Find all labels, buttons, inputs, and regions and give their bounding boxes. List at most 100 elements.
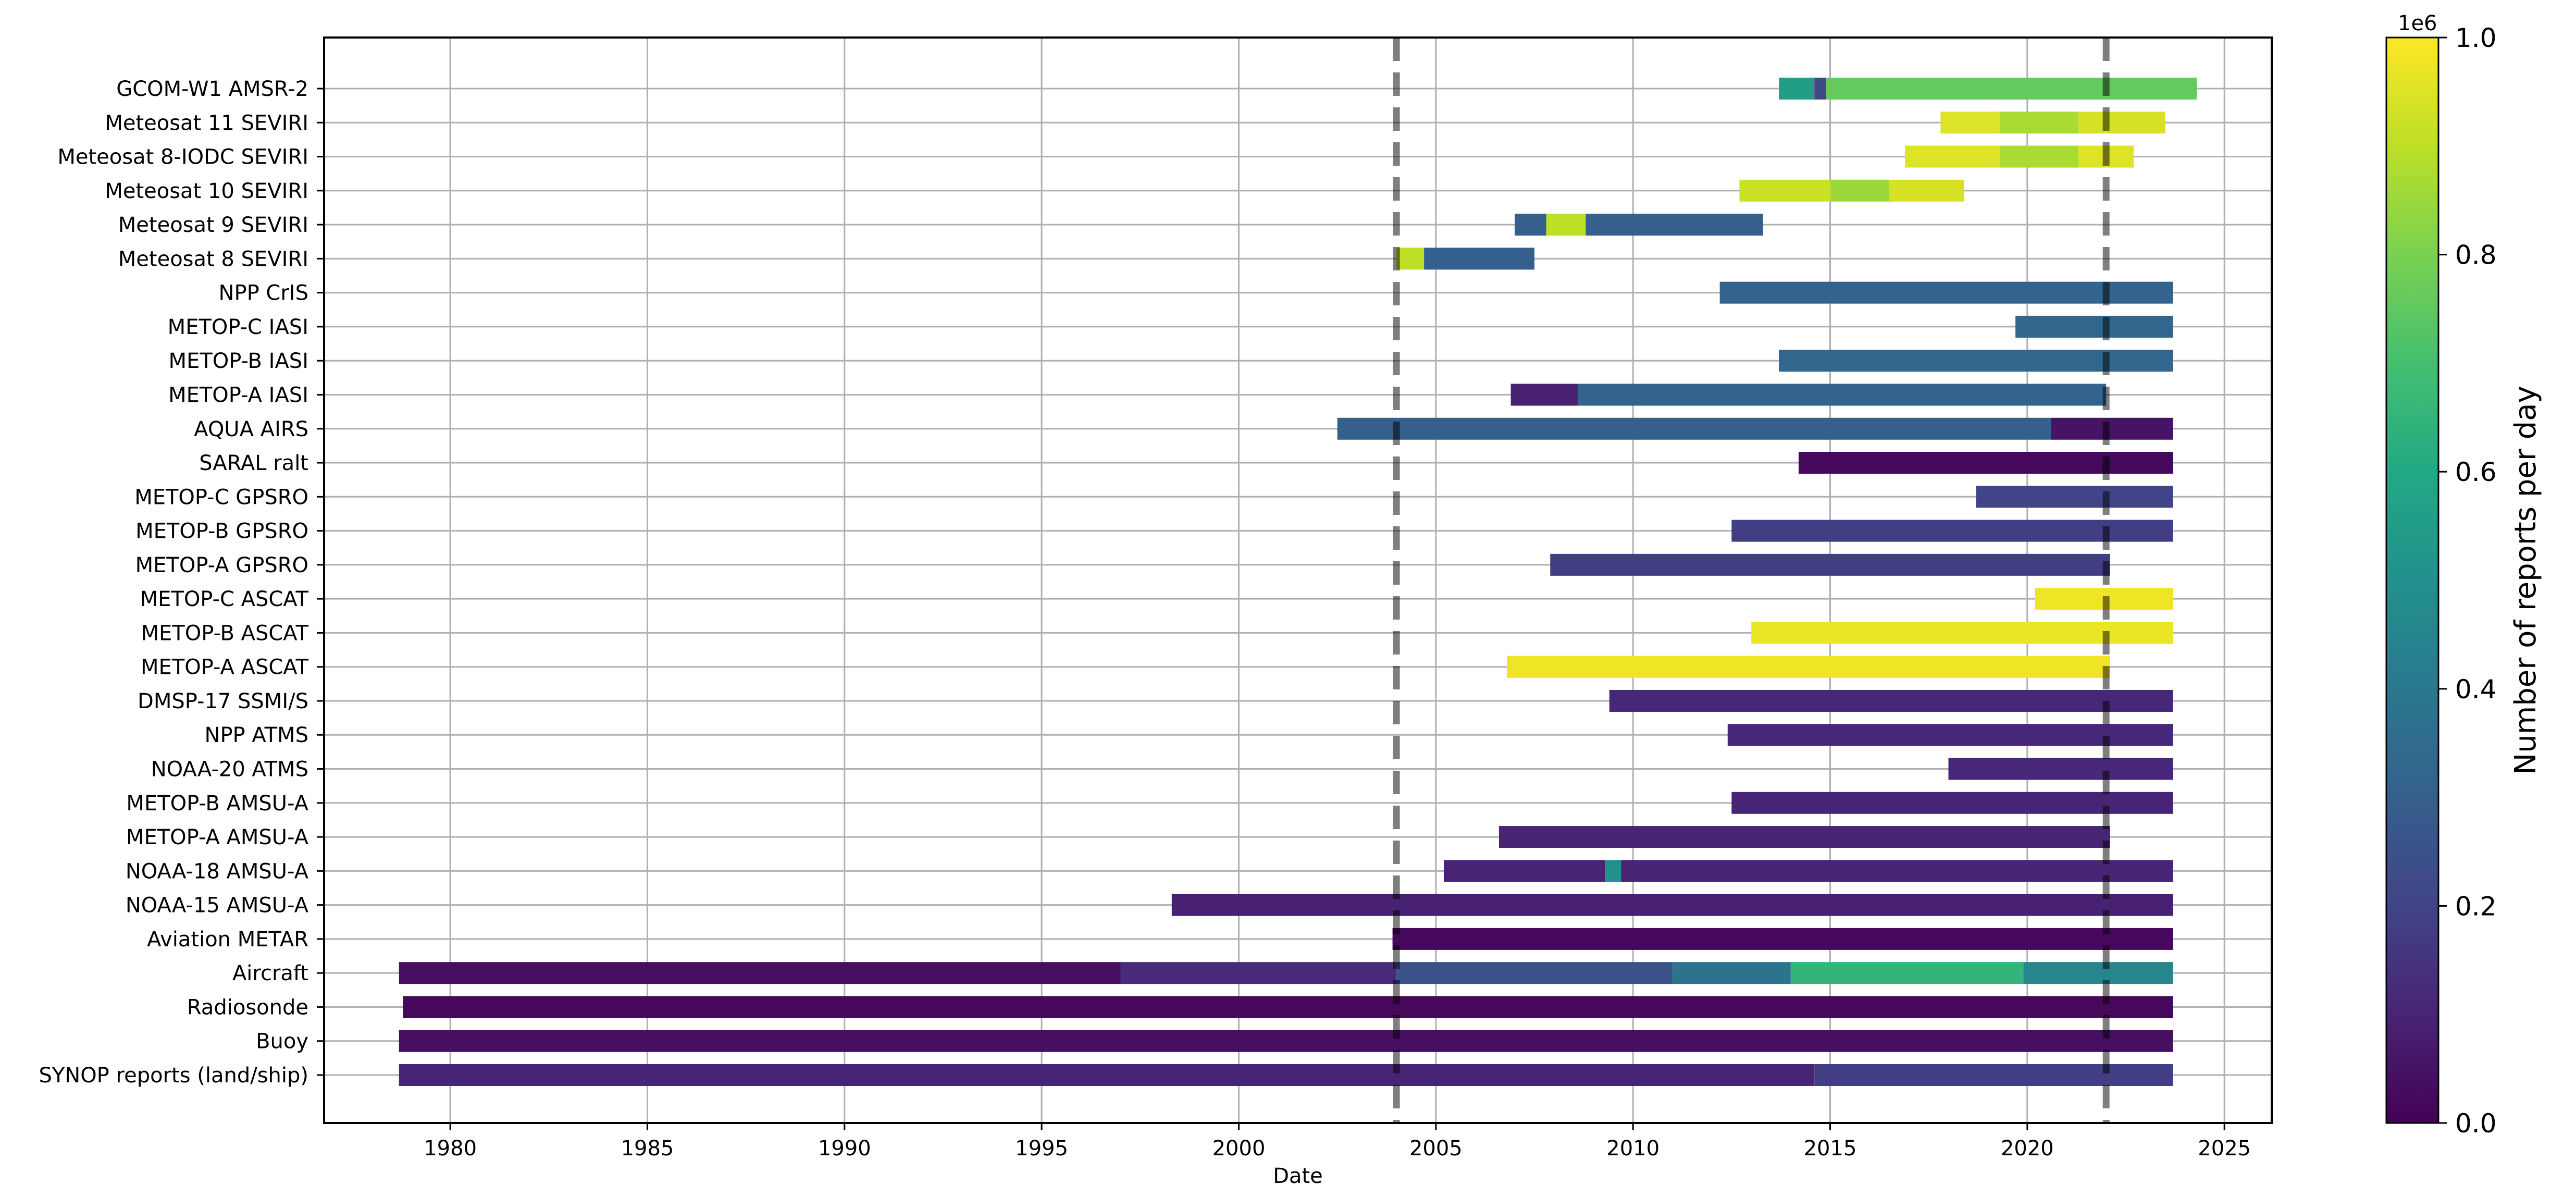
y-tick-label: SYNOP reports (land/ship) [39, 1064, 308, 1088]
timeline-segment [403, 996, 2173, 1018]
timeline-segment [1731, 520, 2173, 542]
timeline-segment [1719, 281, 2173, 304]
timeline-segment [1586, 214, 1763, 236]
timeline-segment [1507, 656, 2110, 678]
timeline-segment [1120, 962, 1397, 984]
timeline-segment [1396, 248, 1425, 270]
plot-frame [323, 36, 2273, 1124]
timeline-segment [1940, 112, 2000, 134]
y-tick-label: SARAL ralt [199, 451, 308, 475]
colorbar-ticks: 0.0 0.2 0.4 0.6 0.8 1.0 [2438, 23, 2497, 1139]
timeline-segment [1999, 145, 2079, 168]
timeline-segment [2015, 315, 2173, 338]
timeline-segment [1976, 486, 2173, 508]
timeline-segment [1171, 894, 2173, 916]
timeline-segment [1605, 860, 1621, 882]
colorbar-tick-label: 0.2 [2455, 891, 2497, 921]
colorbar-tick-label: 0.6 [2455, 457, 2497, 487]
y-tick-label: METOP-C IASI [168, 315, 308, 339]
timeline-segment [1515, 214, 1546, 236]
timeline-segment [1830, 179, 1890, 202]
timeline-segment [1731, 792, 2173, 814]
timeline-bars [399, 78, 2197, 1086]
timeline-segment [1609, 689, 2173, 712]
timeline-segment [1727, 724, 2173, 746]
timeline-segment [2023, 962, 2173, 984]
axis-ticks: GCOM-W1 AMSR-2 Meteosat 11 SEVIRI Meteosat… [39, 77, 2251, 1161]
y-tick-label: NOAA-15 AMSU-A [126, 894, 309, 918]
timeline-segment [1790, 962, 2024, 984]
colorbar: 0.0 0.2 0.4 0.6 0.8 1.0 1e6 Number of reports… [2385, 11, 2543, 1139]
timeline-segment [1424, 248, 1535, 270]
y-tick-label: METOP-A IASI [168, 383, 308, 407]
y-tick-label: Meteosat 9 SEVIRI [118, 213, 308, 237]
y-tick-label: METOP-A AMSU-A [126, 825, 309, 849]
x-tick-label: 2005 [1409, 1137, 1463, 1161]
y-tick-label: METOP-B IASI [169, 349, 308, 373]
y-tick-label: Meteosat 10 SEVIRI [105, 179, 308, 203]
y-tick-label: METOP-A GPSRO [135, 553, 308, 577]
timeline-segment [1751, 622, 2173, 644]
timeline-segment [1337, 417, 2051, 440]
y-tick-label: NPP CrIS [219, 281, 308, 305]
timeline-segment [1443, 860, 1606, 882]
y-tick-label: METOP-A ASCAT [141, 656, 309, 680]
timeline-segment [399, 1064, 1815, 1086]
colorbar-tick-label: 0.8 [2455, 240, 2497, 270]
y-tick-label: METOP-C GPSRO [134, 485, 308, 509]
x-tick-label: 2025 [2198, 1137, 2251, 1161]
y-tick-label: Meteosat 11 SEVIRI [105, 111, 308, 135]
x-axis-label: Date [1273, 1164, 1323, 1188]
x-tick-label: 2010 [1606, 1137, 1659, 1161]
colorbar-label: Number of reports per day [2509, 386, 2543, 774]
y-tick-label: METOP-C ASCAT [140, 587, 309, 611]
y-tick-label: METOP-B GPSRO [135, 520, 308, 544]
x-tick-label: 2020 [2001, 1137, 2054, 1161]
y-tick-label: METOP-B ASCAT [141, 621, 309, 645]
timeline-segment [1814, 78, 1826, 100]
y-tick-label: AQUA AIRS [194, 417, 308, 441]
colorbar-tick-label: 0.4 [2455, 674, 2497, 705]
y-tick-label: DMSP-17 SSMI/S [138, 689, 308, 713]
y-tick-label: NOAA-18 AMSU-A [126, 859, 309, 883]
y-tick-label: Aviation METAR [147, 928, 308, 952]
timeline-segment [1999, 112, 2079, 134]
timeline-segment [2051, 417, 2173, 440]
timeline-segment [1578, 384, 2107, 406]
timeline-segment [1546, 214, 1586, 236]
timeline-segment [1498, 826, 2110, 848]
timeline-segment [2078, 112, 2165, 134]
y-tick-label: METOP-B AMSU-A [126, 792, 308, 816]
y-tick-label: Meteosat 8 SEVIRI [118, 247, 308, 271]
timeline-segment [1739, 179, 1830, 202]
x-tick-label: 2015 [1804, 1137, 1857, 1161]
y-tick-label: NOAA-20 ATMS [151, 758, 308, 782]
reference-lines [1393, 38, 2110, 1123]
y-tick-label: Aircraft [232, 961, 308, 985]
colorbar-tick-label: 1.0 [2455, 23, 2497, 53]
timeline-segment [1672, 962, 1791, 984]
x-tick-label: 1990 [818, 1137, 871, 1161]
timeline-segment [1826, 78, 2197, 100]
colorbar-gradient [2385, 36, 2439, 1124]
timeline-segment [1905, 145, 2000, 168]
timeline-segment [399, 1030, 2173, 1052]
timeline-segment [1814, 1064, 2173, 1086]
colorbar-multiplier: 1e6 [2398, 11, 2437, 35]
timeline-segment [1889, 179, 1964, 202]
timeline-segment [1550, 553, 2110, 576]
y-tick-label: Buoy [256, 1030, 308, 1054]
x-tick-label: 1995 [1015, 1137, 1068, 1161]
timeline-segment [1948, 758, 2173, 780]
x-tick-label: 2000 [1212, 1137, 1266, 1161]
timeline-segment [1510, 384, 1578, 406]
x-tick-label: 1980 [424, 1137, 477, 1161]
y-tick-label: Meteosat 8-IODC SEVIRI [57, 145, 308, 169]
timeline-segment [1779, 350, 2173, 372]
timeline-segment [1798, 452, 2173, 474]
timeline-segment [1392, 928, 2173, 950]
timeline-segment [1779, 78, 1815, 100]
timeline-segment [1396, 962, 1673, 984]
timeline-segment [399, 962, 1121, 984]
